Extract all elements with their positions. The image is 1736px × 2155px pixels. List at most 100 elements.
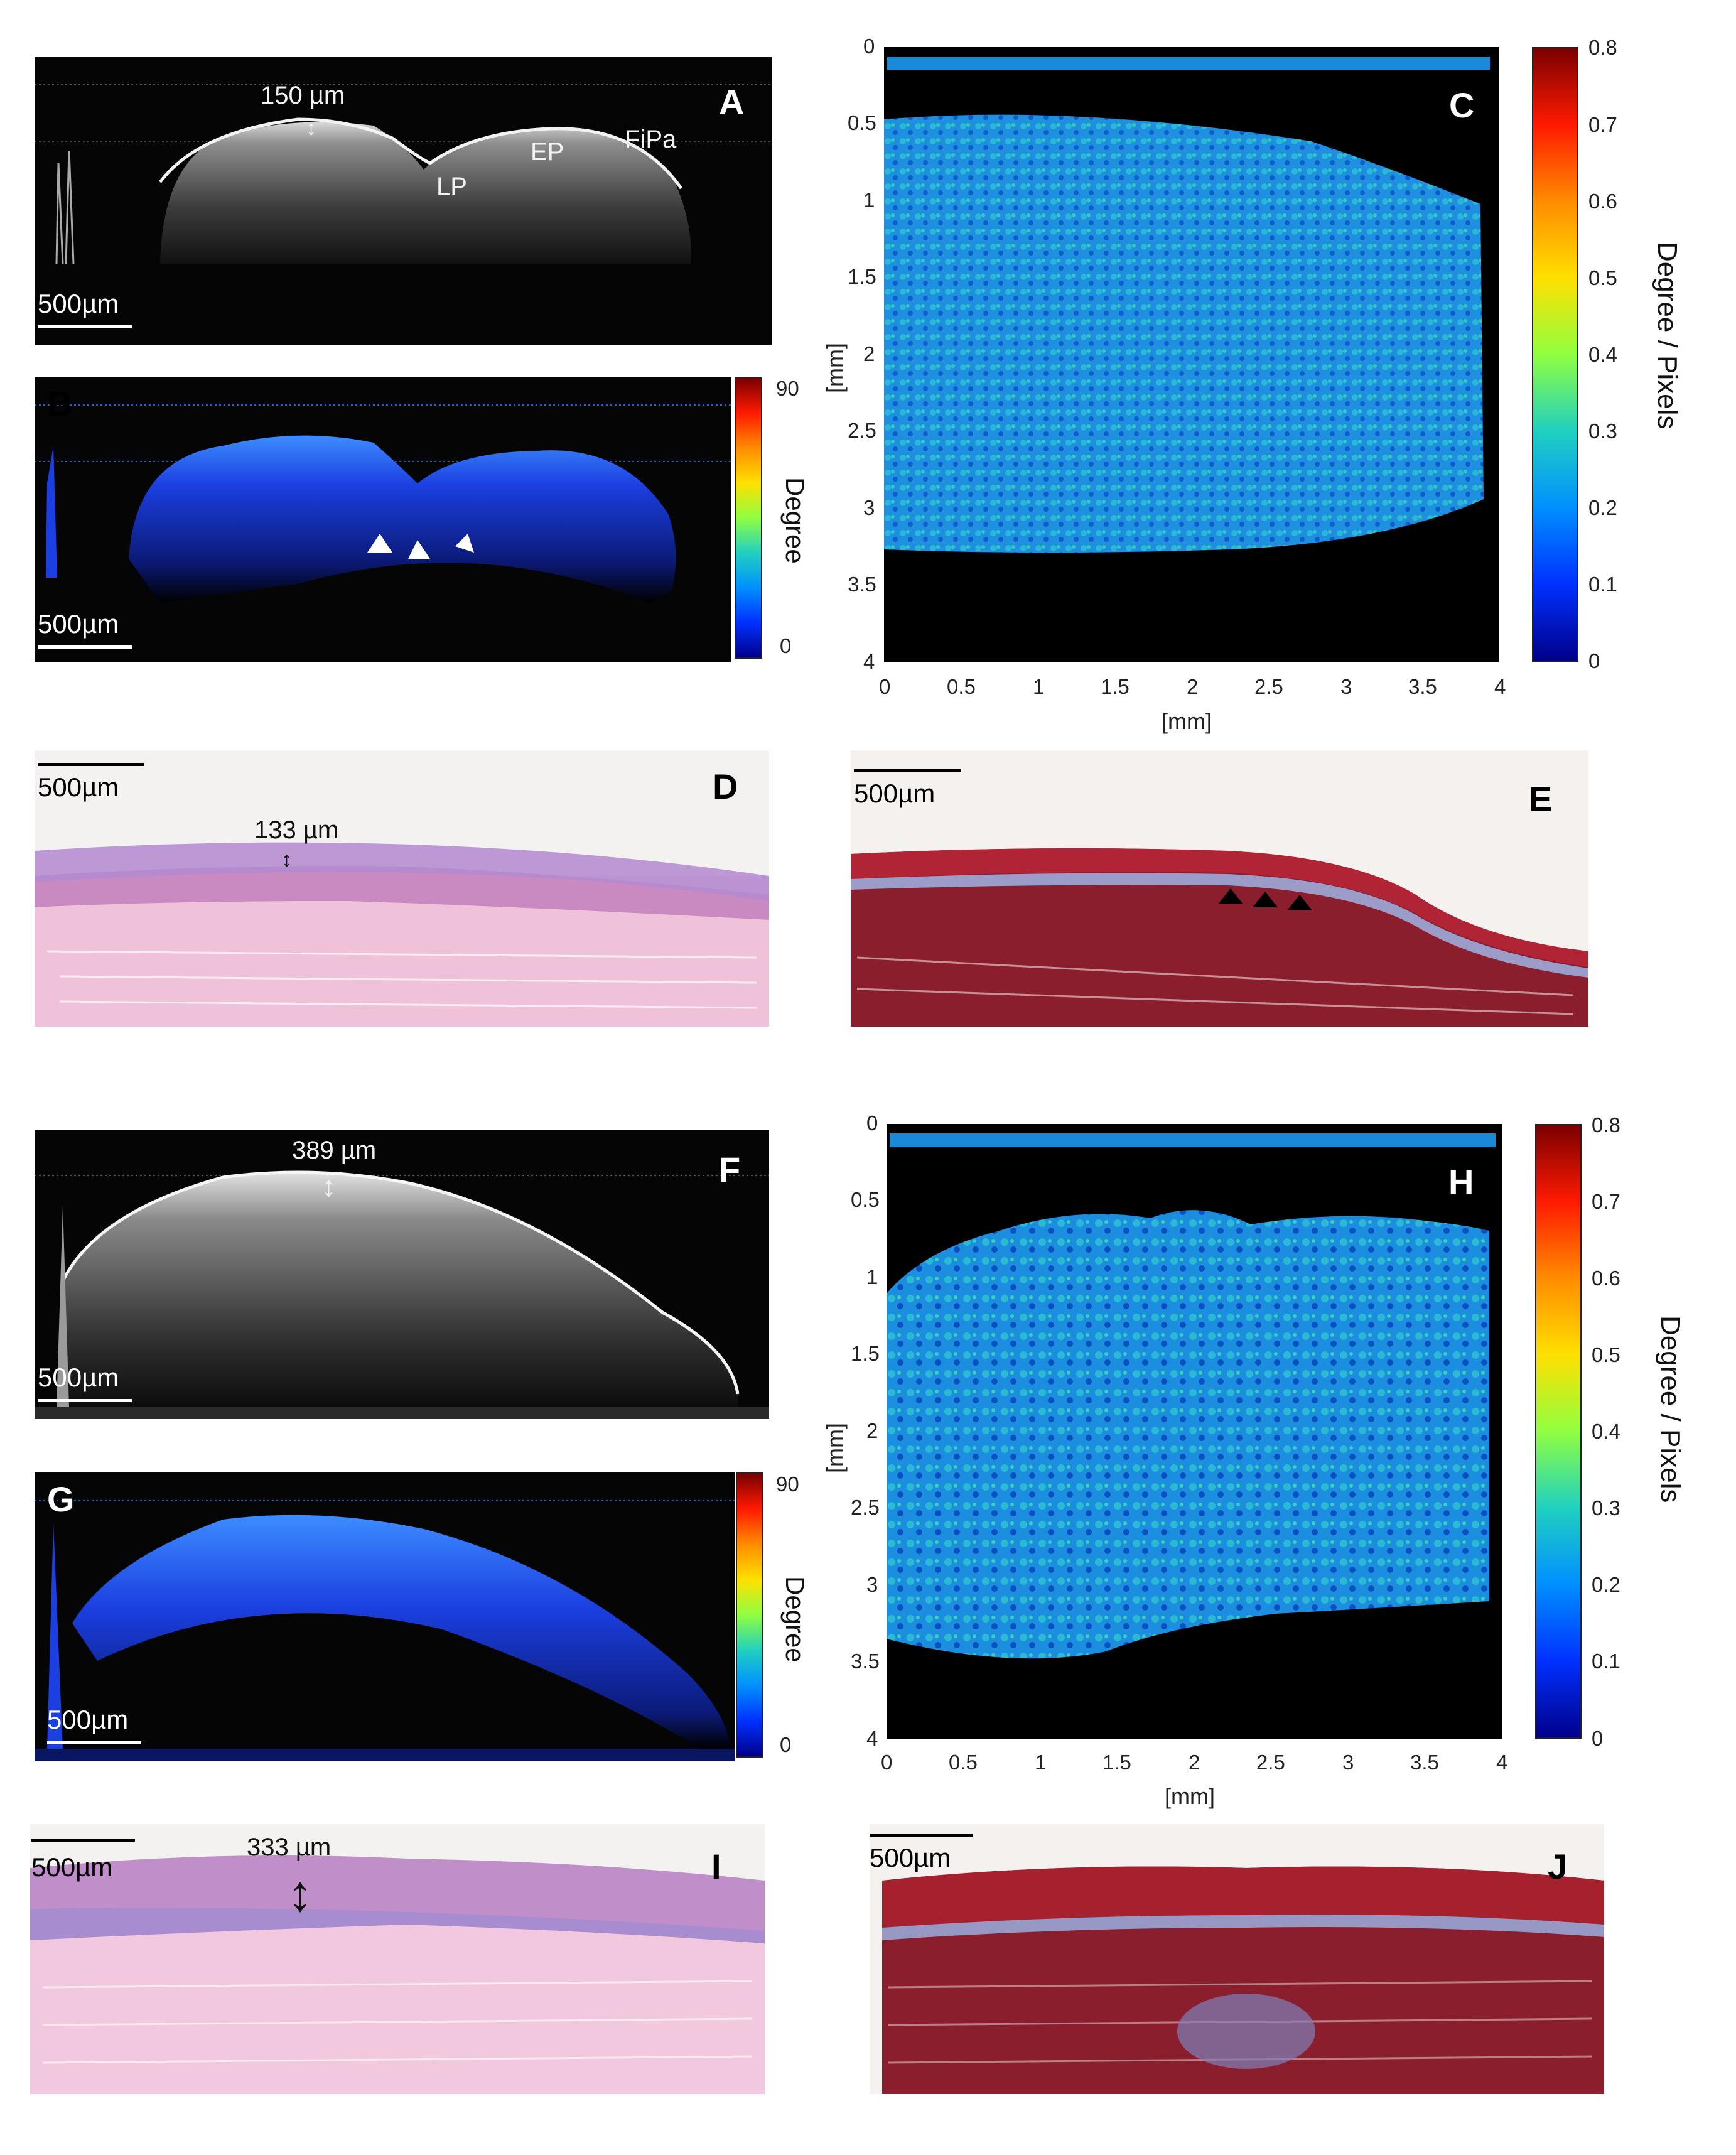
c-xtick-3: 1.5 (1101, 675, 1129, 698)
cbar-h-tick-5: 0.3 (1592, 1496, 1620, 1520)
h-y-axis-label: [mm] (821, 1423, 848, 1473)
colorbar-g-max: 90 (776, 1472, 799, 1496)
scale-bar-label-a: 500µm (38, 289, 119, 318)
cbar-h-tick-4: 0.4 (1592, 1420, 1620, 1443)
colorbar-c-title: Degree / Pixels (1652, 242, 1683, 429)
c-xtick-7: 3.5 (1408, 675, 1437, 698)
h-ytick-3: 1.5 (851, 1342, 880, 1365)
c-ytick-5: 2.5 (848, 419, 876, 442)
panel-i-histology-he: 500µm I 333 µm ↕ (30, 1824, 765, 2094)
c-xtick-6: 3 (1340, 675, 1352, 698)
c-xtick-0: 0 (879, 675, 891, 698)
c-xtick-8: 4 (1494, 675, 1506, 698)
scale-bar-label-e: 500µm (854, 779, 935, 808)
scale-bar-label-i: 500µm (31, 1852, 113, 1882)
cbar-h-tick-7: 0.1 (1592, 1650, 1620, 1673)
c-xtick-1: 0.5 (947, 675, 976, 698)
panel-label-i: I (711, 1847, 721, 1886)
cbar-c-tick-1: 0.7 (1588, 113, 1617, 136)
cbar-h-tick-0: 0.8 (1592, 1113, 1620, 1137)
map-tissue-h (887, 1133, 1496, 1659)
colorbar-g-min: 0 (780, 1733, 792, 1756)
cbar-c-tick-6: 0.2 (1588, 496, 1617, 519)
h-ytick-2: 1 (866, 1265, 878, 1288)
scale-bar-i (31, 1839, 135, 1842)
h-ytick-7: 3.5 (851, 1650, 880, 1673)
c-ytick-2: 1 (863, 188, 875, 212)
scale-bar-label-d: 500µm (38, 772, 119, 802)
oct-tissue-f (35, 1170, 769, 1419)
panel-label-d: D (713, 767, 738, 806)
h-ytick-1: 0.5 (851, 1188, 880, 1211)
h-xtick-6: 3 (1342, 1751, 1354, 1774)
thickness-label-i: 333 µm (247, 1834, 332, 1861)
c-ytick-3: 1.5 (848, 265, 876, 288)
h-ytick-5: 2.5 (851, 1496, 880, 1519)
h-xtick-2: 1 (1035, 1751, 1047, 1774)
cbar-h-tick-2: 0.6 (1592, 1267, 1620, 1290)
panel-label-e: E (1529, 779, 1553, 819)
h-xtick-0: 0 (881, 1751, 893, 1774)
cbar-h-tick-8: 0 (1592, 1727, 1604, 1750)
label-fipa: FiPa (625, 126, 677, 153)
colorbar-g-title: Degree (780, 1576, 810, 1663)
panel-label-j: J (1548, 1847, 1568, 1886)
arrow-icon: ↕ (288, 1866, 313, 1921)
colorbar-b-min: 0 (780, 634, 792, 657)
cbar-c-tick-4: 0.4 (1588, 343, 1617, 366)
h-xtick-4: 2 (1189, 1751, 1200, 1774)
h-ytick-0: 0 (866, 1111, 878, 1135)
colorbar-g (736, 1472, 763, 1758)
panel-f-oct-image: F 389 µm ↕ 500µm (35, 1130, 769, 1419)
scale-bar-label-b: 500µm (38, 609, 119, 639)
c-xtick-4: 2 (1187, 675, 1199, 698)
h-xtick-3: 1.5 (1103, 1751, 1131, 1774)
c-xtick-2: 1 (1033, 675, 1045, 698)
c-y-axis-label: [mm] (821, 343, 848, 393)
panel-g-retardation-image: G 500µm (35, 1472, 735, 1761)
panel-b-retardation-image: B 500µm (35, 377, 731, 662)
panel-label-b: B (47, 384, 73, 423)
h-xtick-8: 4 (1496, 1751, 1508, 1774)
colorbar-c (1532, 47, 1578, 662)
scale-bar-label-f: 500µm (38, 1363, 119, 1392)
panel-e-histology-trichrome: 500µm E (851, 750, 1588, 1027)
cbar-c-tick-8: 0 (1588, 649, 1600, 672)
he-tissue-d (35, 842, 769, 1027)
c-ytick-4: 2 (863, 342, 875, 365)
panel-label-c: C (1449, 85, 1475, 125)
cbar-c-tick-0: 0.8 (1588, 36, 1617, 59)
scale-bar-b (38, 645, 132, 649)
scale-bar-j (870, 1834, 973, 1837)
cbar-c-tick-5: 0.3 (1588, 419, 1617, 443)
scale-bar-g (47, 1741, 141, 1744)
panel-label-g: G (47, 1479, 75, 1519)
h-xtick-7: 3.5 (1410, 1751, 1439, 1774)
colorbar-b (735, 377, 762, 659)
panel-a-oct-image: A 150 µm ↕ FiPa EP LP 500µm (35, 57, 772, 345)
cbar-c-tick-2: 0.6 (1588, 190, 1617, 213)
c-xtick-5: 2.5 (1254, 675, 1283, 698)
panel-d-histology-he: 500µm D 133 µm ↕ (35, 750, 769, 1027)
oct-tissue-a (35, 84, 772, 264)
panel-label-a: A (719, 82, 745, 122)
c-ytick-1: 0.5 (848, 111, 876, 134)
panel-label-f: F (719, 1150, 741, 1189)
trichrome-tissue-j (882, 1866, 1604, 2094)
c-ytick-8: 4 (863, 650, 875, 673)
scale-bar-f (38, 1399, 132, 1402)
scale-bar-label-j: 500µm (870, 1843, 951, 1872)
colorbar-h-title: Degree / Pixels (1655, 1315, 1686, 1503)
h-ytick-6: 3 (866, 1573, 878, 1596)
cbar-c-tick-7: 0.1 (1588, 573, 1617, 596)
label-ep: EP (531, 138, 564, 166)
colorbar-h (1535, 1124, 1582, 1739)
colorbar-b-max: 90 (776, 377, 799, 400)
h-ytick-4: 2 (866, 1419, 878, 1442)
h-xtick-5: 2.5 (1256, 1751, 1285, 1774)
label-lp: LP (436, 173, 467, 200)
c-ytick-6: 3 (863, 496, 875, 519)
trichrome-tissue-e (851, 848, 1588, 1027)
cbar-h-tick-6: 0.2 (1592, 1573, 1620, 1596)
map-tissue-c (884, 57, 1490, 553)
